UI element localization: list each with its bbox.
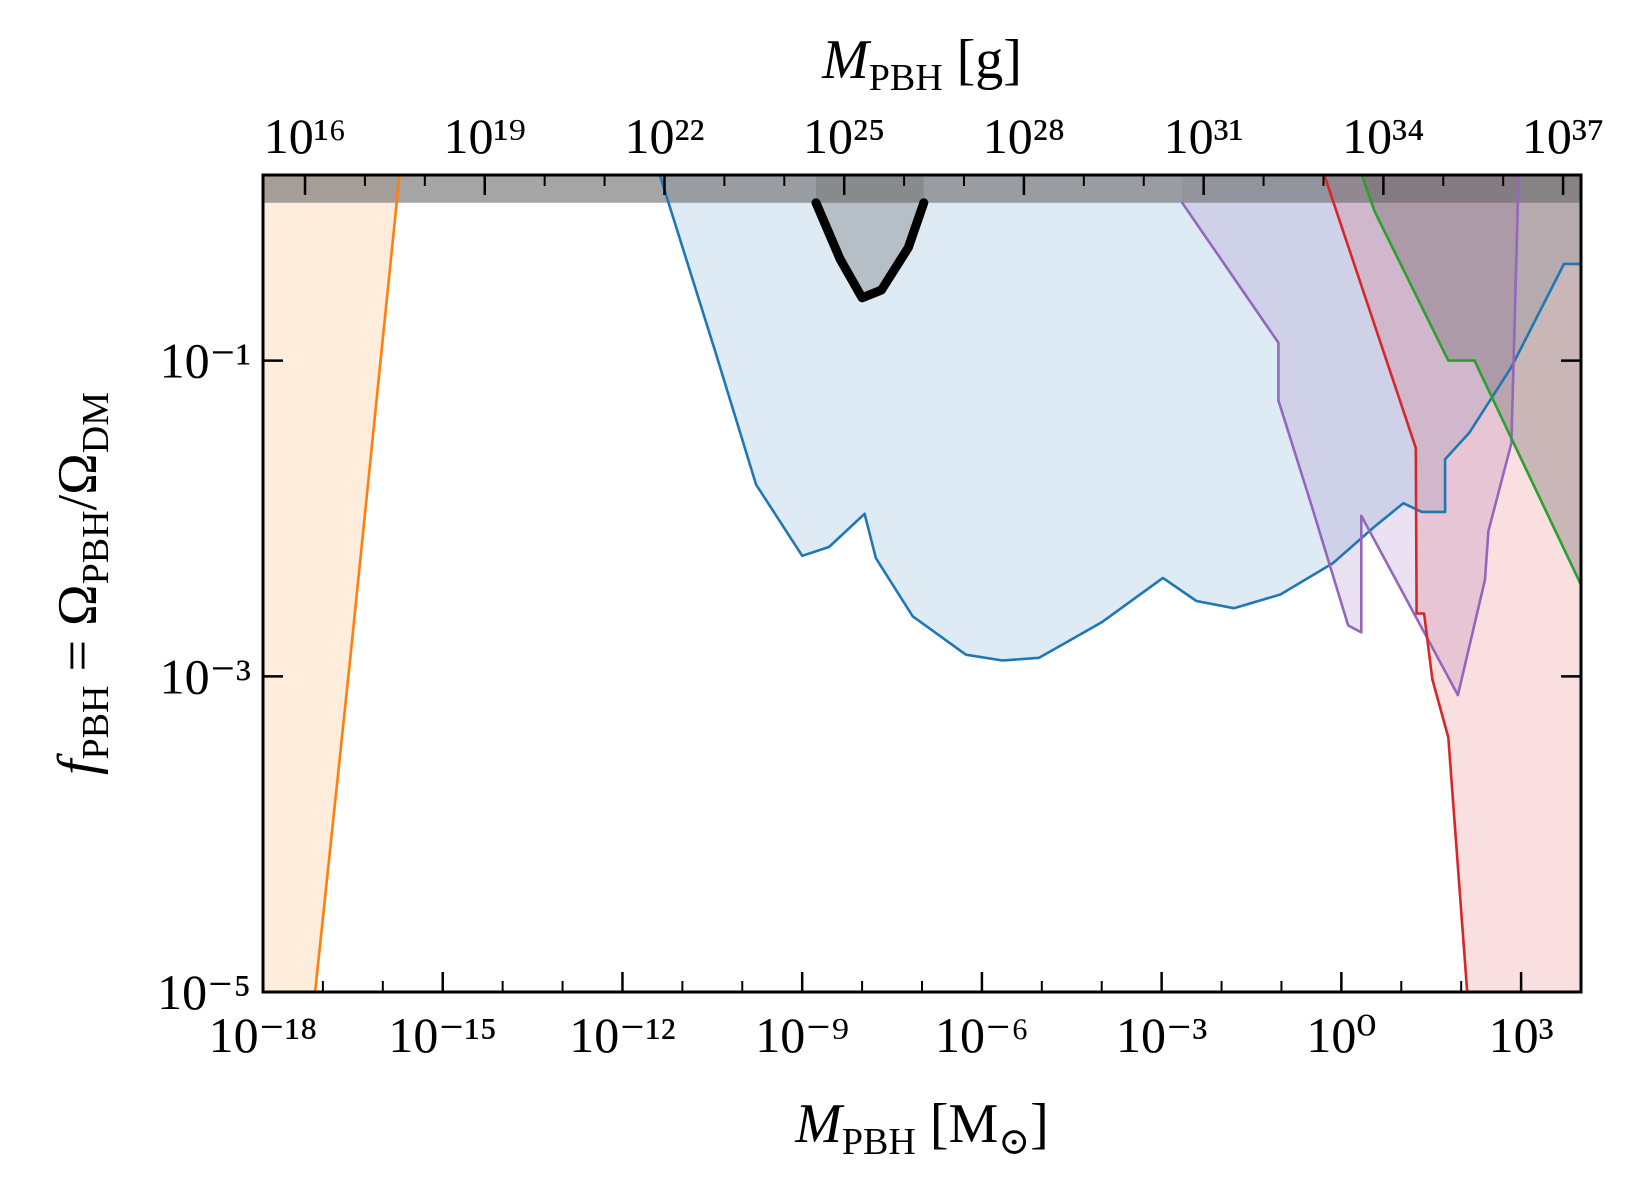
excluded-band <box>263 175 1581 203</box>
y-axis-label: fPBH = ΩPBH/ΩDM <box>47 392 117 775</box>
label-subscript: ⊙ <box>998 1121 1030 1163</box>
x-tick-label: 10⁻¹² <box>569 1007 675 1063</box>
x-tick-label: 10³ <box>1489 1007 1554 1063</box>
constraint-line <box>1180 175 1520 697</box>
x2-tick-label: 10²² <box>624 108 704 164</box>
label-subscript: PBH <box>75 686 117 760</box>
label-text: [g] <box>943 29 1022 91</box>
x2-tick-label: 10²⁵ <box>803 108 885 164</box>
x2-tick-label: 10¹⁶ <box>264 108 346 164</box>
constraint-line <box>1323 175 1469 992</box>
x2-axis-label: MPBH [g] <box>821 29 1022 99</box>
constraint-line <box>811 198 929 303</box>
plot-area <box>263 175 1581 992</box>
constraint-region <box>1324 175 1581 992</box>
x2-tick-label: 10²⁸ <box>983 108 1065 164</box>
constraint-line <box>1360 175 1581 587</box>
label-subscript: PBH <box>869 57 943 99</box>
x-tick-label: 10⁰ <box>1306 1007 1376 1063</box>
constraint-region <box>1361 175 1581 585</box>
y-tick-label: 10⁻¹ <box>160 333 251 389</box>
label-text: [M <box>916 1093 998 1155</box>
label-text: M <box>794 1093 845 1155</box>
label-text: /Ω <box>47 453 109 510</box>
constraint-region <box>263 175 400 992</box>
label-text: M <box>821 29 872 91</box>
y-tick-label: 10⁻⁵ <box>157 964 251 1020</box>
axes: 10⁻¹⁸ 10⁻¹⁵ 10⁻¹² 10⁻⁹ 10⁻⁶ 10⁻³ 10⁰ 10³ 10¹⁶ 10¹… <box>47 29 1604 1163</box>
label-text: ] <box>1030 1093 1049 1155</box>
label-subscript: PBH <box>842 1121 916 1163</box>
y-tick-label: 10⁻³ <box>160 648 251 704</box>
x-tick-label: 10⁻¹⁵ <box>388 1007 497 1063</box>
x-tick-label: 10⁻³ <box>1116 1007 1207 1063</box>
x-tick-label: 10⁻⁶ <box>935 1007 1029 1063</box>
x-tick-label: 10⁻⁹ <box>755 1007 849 1063</box>
constraint-region <box>1182 175 1519 696</box>
label-subscript: DM <box>75 392 117 453</box>
constraint-line <box>658 175 1581 662</box>
x-tick-label: 10⁻¹⁸ <box>209 1007 318 1063</box>
x2-tick-label: 10³¹ <box>1164 108 1244 164</box>
x2-tick-label: 10¹⁹ <box>444 108 526 164</box>
x-axis-label: MPBH [M⊙] <box>794 1093 1049 1163</box>
label-text: = Ω <box>47 584 109 685</box>
constraint-region <box>815 175 924 298</box>
constraint-line <box>313 175 401 992</box>
label-subscript: PBH <box>75 510 117 584</box>
x2-tick-label: 10³⁷ <box>1522 108 1604 164</box>
constraint-region <box>659 175 1581 661</box>
x2-tick-label: 10³⁴ <box>1342 108 1424 164</box>
